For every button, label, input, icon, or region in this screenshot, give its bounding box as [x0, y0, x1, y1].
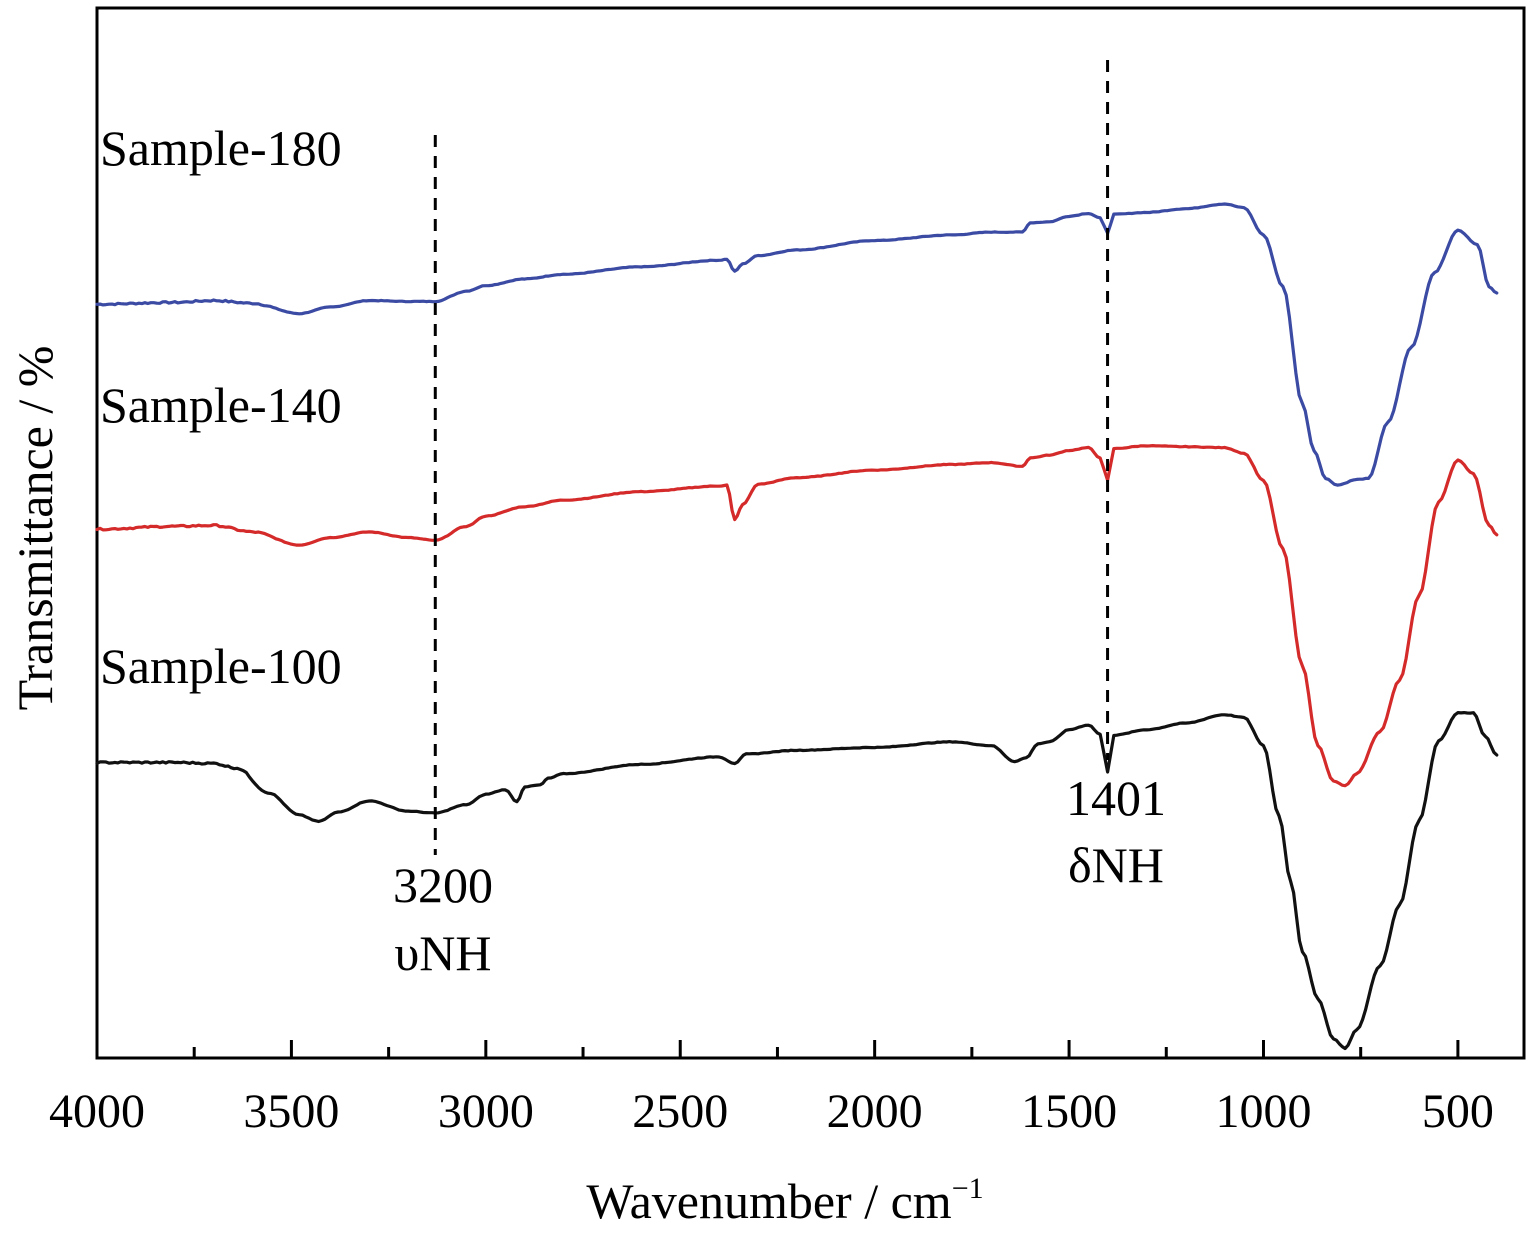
series-labels: Sample-180 Sample-140 Sample-100: [100, 120, 342, 694]
x-axis-title-superscript: −1: [952, 1172, 984, 1205]
annotation-mode-1401: δNH: [1068, 837, 1164, 893]
series-label-sample-140: Sample-140: [100, 377, 342, 433]
x-tick-label-2000: 2000: [827, 1085, 923, 1138]
annotation-mode-3200: υNH: [395, 925, 492, 981]
series-label-sample-100: Sample-100: [100, 638, 342, 694]
series-line-sample-140: [95, 444, 1499, 788]
series-label-sample-180: Sample-180: [100, 120, 342, 176]
x-tick-label-4000: 4000: [49, 1085, 145, 1138]
x-axis-title: Wavenumber / cm−1: [586, 1172, 983, 1229]
series-layer: [95, 202, 1499, 1051]
annotation-value-1401: 1401: [1066, 770, 1166, 826]
x-axis-tick-labels: 4000 3500 3000 2500 2000 1500 1000 500: [49, 1085, 1494, 1138]
series-line-sample-100: [95, 711, 1499, 1051]
x-tick-label-1000: 1000: [1215, 1085, 1311, 1138]
x-tick-label-3000: 3000: [438, 1085, 534, 1138]
annotation-value-3200: 3200: [393, 857, 493, 913]
annotations-layer: 3200 υNH 1401 δNH: [393, 60, 1166, 981]
x-tick-label-1500: 1500: [1021, 1085, 1117, 1138]
series-line-sample-180: [95, 202, 1499, 487]
x-tick-label-2500: 2500: [632, 1085, 728, 1138]
y-axis-title: Transmittance / %: [7, 346, 63, 711]
x-tick-label-500: 500: [1422, 1085, 1494, 1138]
x-axis-ticks: [95, 1040, 1460, 1058]
x-tick-label-3500: 3500: [243, 1085, 339, 1138]
plot-frame: [95, 6, 1526, 1060]
